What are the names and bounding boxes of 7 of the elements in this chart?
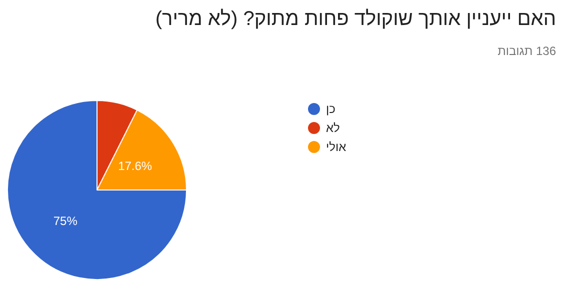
data-label: 75%	[53, 214, 78, 228]
data-label: 17.6%	[118, 158, 152, 173]
chart-title: האם ייעניין אותך שוקולד פחות מתוק? (לא מריר)	[155, 8, 556, 31]
legend-label: אולי	[326, 140, 346, 154]
text: 136 תגובות	[498, 44, 556, 58]
legend-label: לא	[326, 120, 340, 134]
legend-label: כן	[326, 102, 336, 116]
